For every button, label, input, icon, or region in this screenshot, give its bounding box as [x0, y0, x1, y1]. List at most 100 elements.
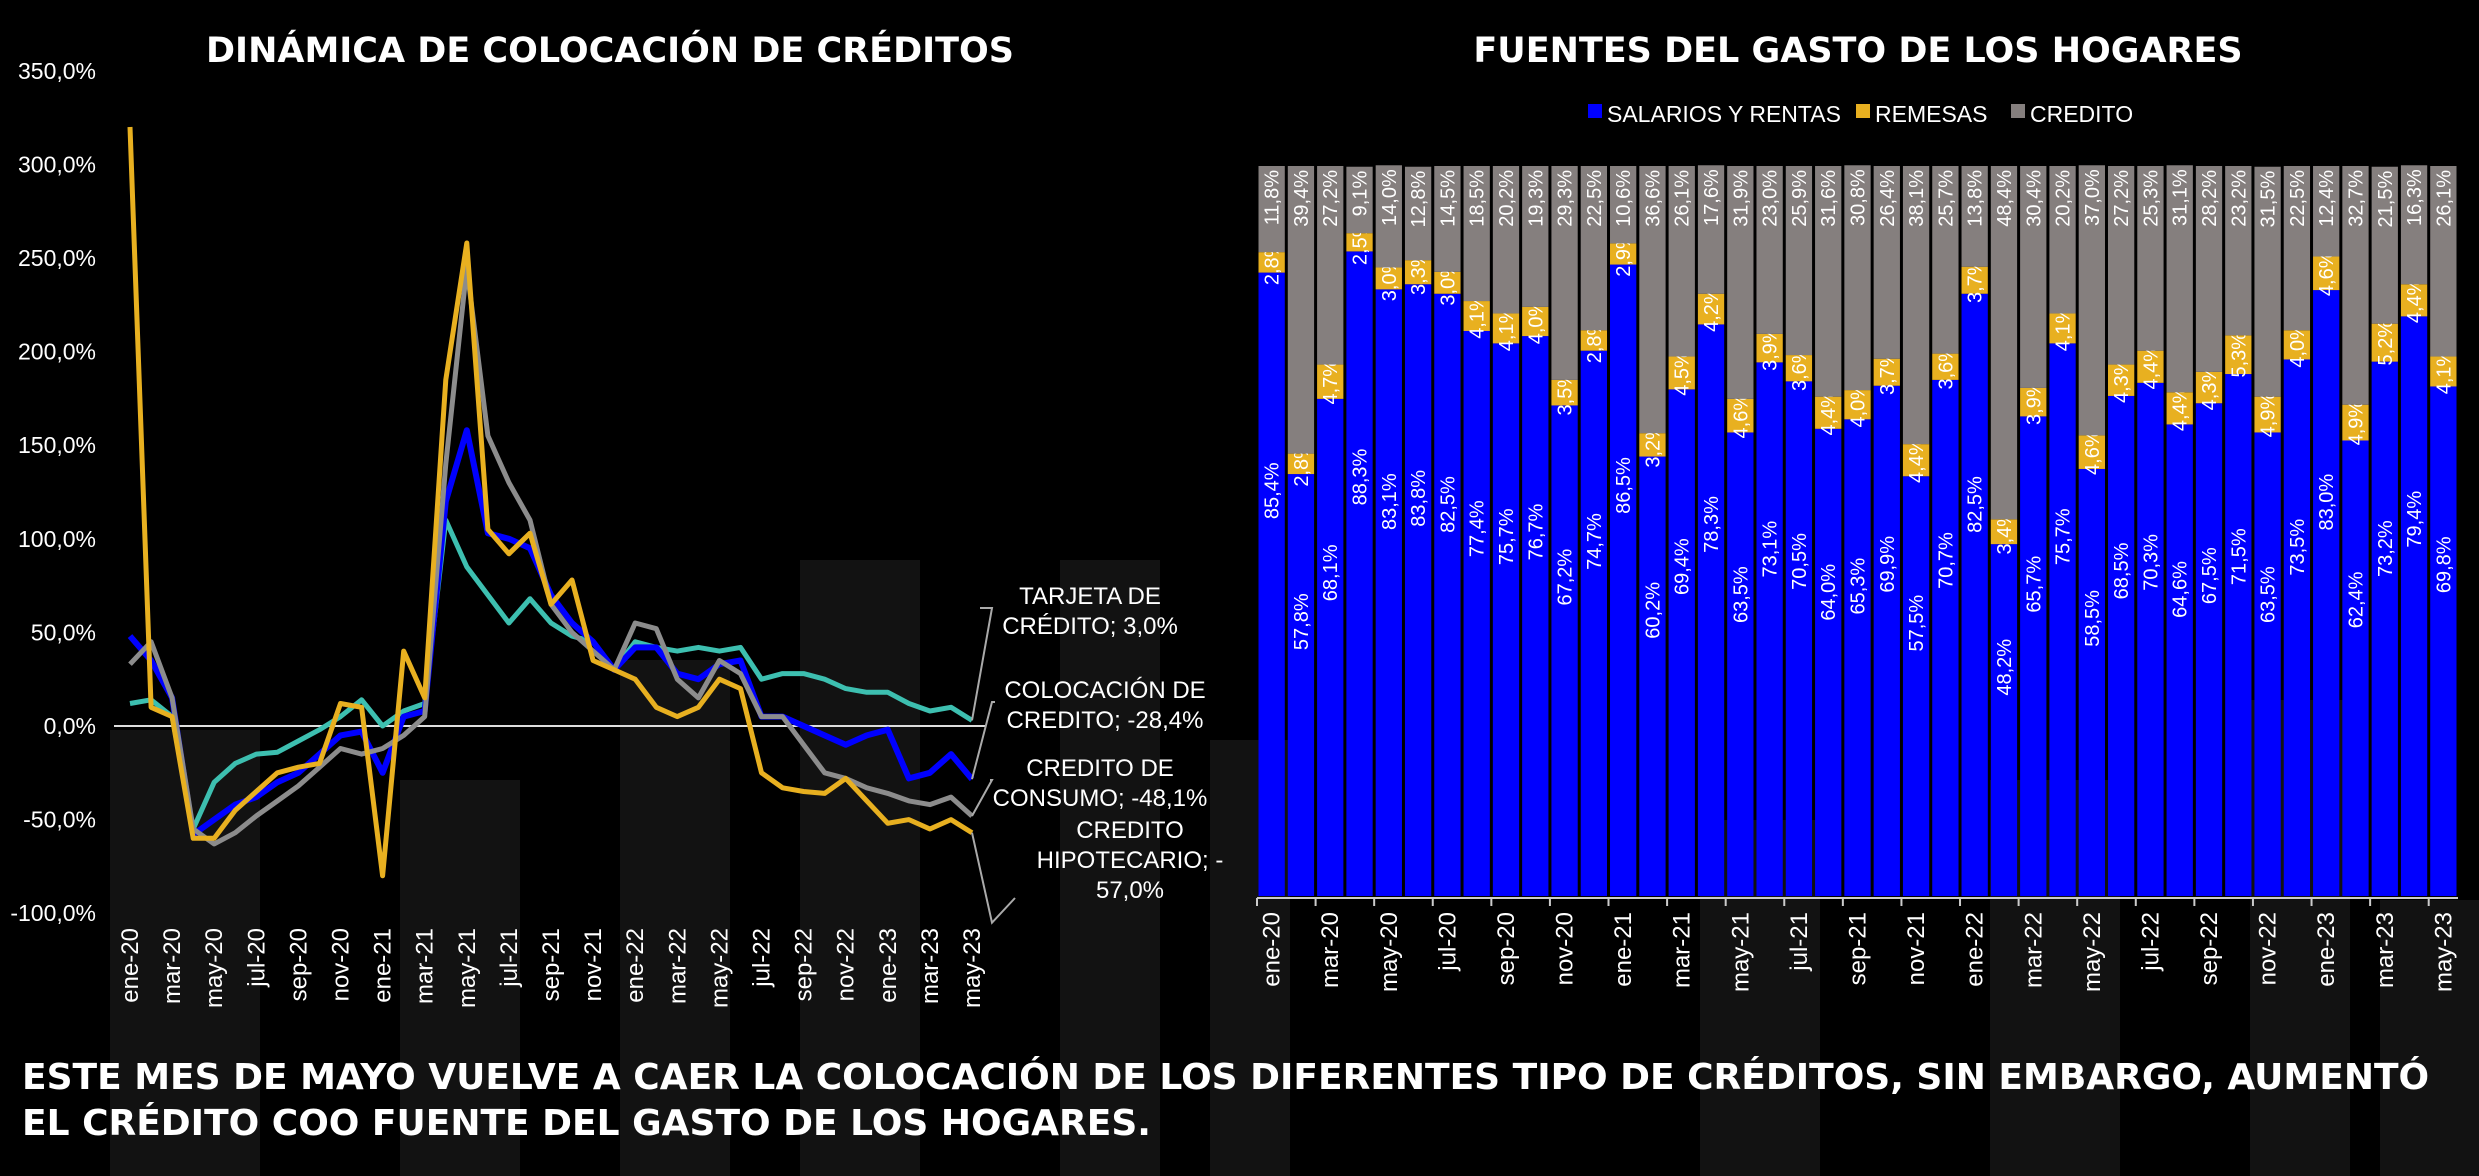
bar-segment-salarios [1258, 272, 1285, 897]
x-tick-label: jul-20 [1434, 912, 1461, 972]
bar-data-label: 63,5% [2258, 566, 2280, 623]
bar-data-label: 4,6% [1730, 393, 1752, 439]
bar-data-label: 3,6% [1789, 345, 1811, 391]
bar-data-label: 4,1% [2433, 348, 2455, 394]
y-tick-label: 0,0% [44, 713, 96, 739]
y-tick-label: 200,0% [18, 339, 96, 365]
bar-segment-remesas [1785, 355, 1813, 382]
bar-chart-title: FUENTES DEL GASTO DE LOS HOGARES [1473, 31, 2242, 71]
bar-data-label: 4,0% [1848, 382, 1870, 428]
x-tick-label: nov-20 [328, 928, 355, 1001]
bar-data-label: 5,2% [2375, 320, 2397, 366]
series-end-label-line: 57,0% [1096, 877, 1164, 904]
bar-segment-salarios [2342, 440, 2369, 896]
bar-segment-salarios [1727, 432, 1754, 896]
bar-segment-credito [1375, 165, 1402, 268]
bar-segment-credito [1697, 165, 1725, 294]
bar-data-label: 4,0% [2287, 322, 2309, 368]
bar-segment-credito [1815, 166, 1842, 397]
x-tick-label: mar-22 [664, 928, 691, 1004]
bar-data-label: 13,8% [1965, 170, 1987, 227]
bar-segment-salarios [1756, 362, 1783, 896]
x-tick-label: sep-22 [791, 928, 818, 1001]
bar-segment-remesas [2283, 330, 2311, 360]
bar-segment-salarios [2254, 432, 2281, 896]
bar-segment-remesas [2166, 392, 2193, 425]
bar-segment-remesas [1346, 233, 1373, 252]
legend-swatch [1588, 104, 1602, 118]
bar-data-label: 11,8% [1262, 170, 1284, 225]
bar-segment-salarios [1873, 385, 1900, 896]
bar-data-label: 63,5% [1730, 566, 1752, 623]
bar-segment-credito [2078, 165, 2105, 436]
bar-segment-remesas [1551, 379, 1578, 406]
bar-data-label: 79,4% [2404, 491, 2426, 548]
bar-data-label: 75,7% [1496, 508, 1518, 565]
bar-data-label: 36,6% [1642, 170, 1664, 227]
bar-data-label: 9,1% [1350, 171, 1372, 217]
bar-data-label: 69,8% [2433, 536, 2455, 593]
bar-data-label: 73,1% [1760, 521, 1782, 578]
bar-segment-remesas [1287, 453, 1315, 475]
bar-segment-remesas [1639, 433, 1666, 457]
bar-segment-remesas [1580, 330, 1608, 351]
x-tick-label: may-21 [454, 928, 481, 1008]
bar-data-label: 25,3% [2140, 170, 2162, 227]
bar-segment-remesas [1961, 266, 1988, 294]
bar-segment-remesas [2078, 435, 2105, 469]
bar-data-label: 26,1% [1672, 170, 1694, 227]
bar-data-label: 73,2% [2375, 520, 2397, 577]
bar-data-label: 4,2% [1701, 286, 1723, 332]
bar-segment-salarios [2020, 416, 2047, 896]
bar-data-label: 70,7% [1935, 532, 1957, 589]
bar-segment-credito [1727, 166, 1754, 399]
bar-segment-credito [1902, 166, 1930, 445]
legend-label: CREDITO [2030, 101, 2133, 127]
bar-segment-remesas [2107, 364, 2135, 396]
bar-data-label: 12,8% [1408, 171, 1430, 228]
bar-data-label: 31,1% [2170, 169, 2192, 226]
bar-data-label: 18,5% [1467, 170, 1489, 227]
bar-data-label: 16,3% [2404, 169, 2426, 226]
bar-segment-credito [2137, 166, 2164, 351]
bar-data-label: 4,4% [2140, 344, 2162, 390]
series-line [129, 517, 974, 832]
x-tick-label: mar-22 [2020, 912, 2047, 988]
x-tick-label: mar-20 [159, 928, 186, 1004]
background-bar [800, 560, 920, 1176]
bar-data-label: 39,4% [1291, 170, 1313, 227]
bar-segment-salarios [2283, 359, 2311, 896]
bar-segment-credito [1873, 166, 1900, 359]
bar-segment-salarios [2078, 468, 2105, 896]
bar-segment-credito [1990, 166, 2018, 520]
background-bar [2380, 900, 2479, 1176]
leader-line [971, 607, 994, 721]
bar-segment-credito [1756, 166, 1783, 334]
bar-data-label: 31,5% [2258, 171, 2280, 228]
bar-data-label: 62,4% [2345, 571, 2367, 628]
bar-segment-credito [2283, 166, 2311, 331]
bar-segment-credito [2254, 166, 2281, 397]
x-tick-label: mar-21 [412, 928, 439, 1004]
y-tick-label: 100,0% [18, 526, 96, 552]
bar-segment-salarios [1404, 284, 1432, 896]
bar-segment-remesas [1815, 396, 1842, 429]
bar-data-label: 82,5% [1437, 476, 1459, 533]
bar-segment-credito [1434, 166, 1461, 272]
bar-segment-remesas [1756, 333, 1783, 363]
bar-data-label: 14,5% [1437, 170, 1459, 227]
bar-segment-salarios [1785, 381, 1813, 897]
bar-segment-credito [1785, 166, 1813, 356]
bar-segment-salarios [1639, 456, 1666, 896]
bar-data-label: 60,2% [1642, 582, 1664, 639]
background-bar [1060, 560, 1160, 1176]
background-bar [620, 660, 730, 1176]
bar-segment-salarios [1815, 428, 1842, 896]
x-tick-label: nov-21 [580, 928, 607, 1001]
bar-segment-salarios [2371, 361, 2398, 896]
bar-segment-credito [2049, 166, 2076, 314]
x-tick-label: may-20 [1376, 912, 1403, 992]
x-tick-label: sep-21 [1845, 912, 1872, 985]
bar-data-label: 31,9% [1730, 170, 1752, 227]
legend-label: REMESAS [1875, 101, 1987, 127]
